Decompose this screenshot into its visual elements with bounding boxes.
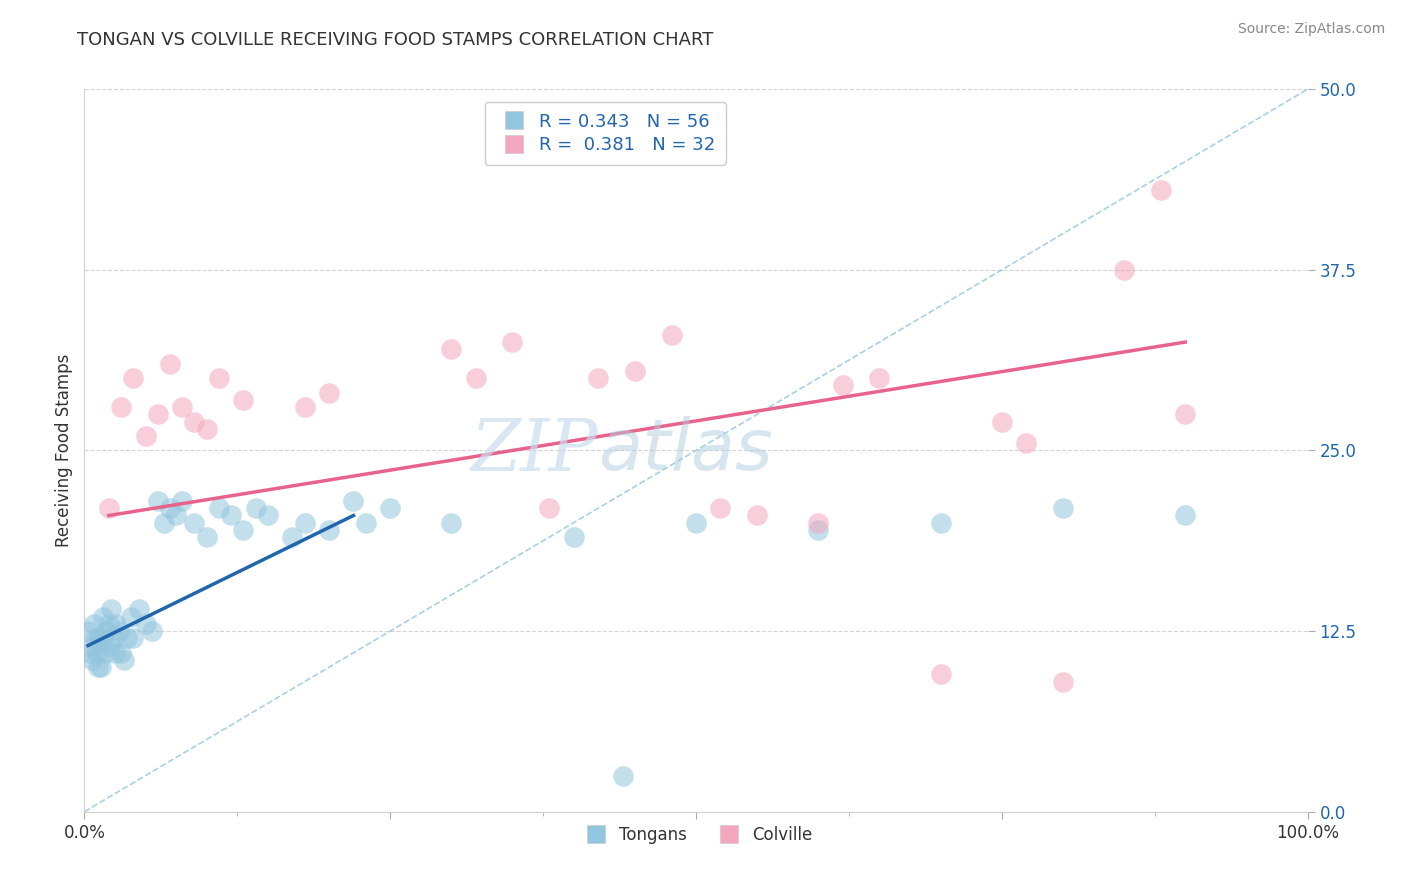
Point bbox=[612, 769, 634, 783]
Point bbox=[747, 508, 769, 523]
Point bbox=[208, 501, 231, 516]
Point bbox=[562, 530, 585, 544]
Point bbox=[94, 646, 117, 660]
Point bbox=[929, 516, 952, 530]
Point bbox=[807, 523, 830, 537]
Point bbox=[354, 516, 377, 530]
Point bbox=[440, 343, 463, 357]
Point bbox=[685, 516, 707, 530]
Point bbox=[1114, 262, 1136, 277]
Text: TONGAN VS COLVILLE RECEIVING FOOD STAMPS CORRELATION CHART: TONGAN VS COLVILLE RECEIVING FOOD STAMPS… bbox=[77, 31, 714, 49]
Point bbox=[120, 609, 142, 624]
Point bbox=[195, 422, 218, 436]
Point bbox=[77, 624, 100, 639]
Point bbox=[153, 516, 176, 530]
Point bbox=[538, 501, 561, 516]
Point bbox=[96, 624, 118, 639]
Point bbox=[232, 392, 254, 407]
Point bbox=[79, 646, 101, 660]
Point bbox=[141, 624, 163, 639]
Text: ZIP: ZIP bbox=[471, 415, 598, 486]
Point bbox=[91, 609, 114, 624]
Point bbox=[98, 639, 121, 653]
Legend: Tongans, Colville: Tongans, Colville bbox=[572, 819, 820, 850]
Point bbox=[195, 530, 218, 544]
Text: atlas: atlas bbox=[598, 416, 773, 485]
Point bbox=[464, 371, 486, 385]
Point bbox=[219, 508, 242, 523]
Point bbox=[318, 523, 340, 537]
Point bbox=[232, 523, 254, 537]
Y-axis label: Receiving Food Stamps: Receiving Food Stamps bbox=[55, 354, 73, 547]
Point bbox=[110, 400, 132, 414]
Point bbox=[159, 357, 181, 371]
Point bbox=[122, 371, 145, 385]
Point bbox=[97, 616, 120, 631]
Point bbox=[929, 667, 952, 681]
Point bbox=[1150, 183, 1173, 197]
Point bbox=[342, 494, 364, 508]
Point bbox=[87, 632, 110, 646]
Point bbox=[172, 494, 194, 508]
Point bbox=[159, 501, 181, 516]
Point bbox=[624, 364, 647, 378]
Point bbox=[294, 516, 316, 530]
Point bbox=[104, 646, 127, 660]
Point bbox=[128, 602, 150, 616]
Point bbox=[1052, 501, 1074, 516]
Point bbox=[84, 632, 107, 646]
Point bbox=[502, 334, 524, 349]
Point bbox=[661, 327, 683, 342]
Point bbox=[90, 660, 112, 674]
Point bbox=[709, 501, 731, 516]
Point bbox=[586, 371, 609, 385]
Point bbox=[146, 407, 169, 421]
Point bbox=[294, 400, 316, 414]
Point bbox=[83, 616, 105, 631]
Point bbox=[1174, 508, 1197, 523]
Point bbox=[440, 516, 463, 530]
Point bbox=[245, 501, 267, 516]
Point bbox=[831, 378, 853, 392]
Point bbox=[1052, 674, 1074, 689]
Point bbox=[100, 602, 122, 616]
Point bbox=[135, 616, 157, 631]
Point bbox=[1015, 436, 1038, 450]
Point bbox=[183, 415, 205, 429]
Point bbox=[97, 501, 120, 516]
Point bbox=[82, 639, 104, 653]
Point bbox=[146, 494, 169, 508]
Point bbox=[318, 385, 340, 400]
Point bbox=[208, 371, 231, 385]
Point bbox=[115, 632, 138, 646]
Point bbox=[183, 516, 205, 530]
Point bbox=[807, 516, 830, 530]
Point bbox=[135, 429, 157, 443]
Point bbox=[103, 632, 125, 646]
Point bbox=[89, 639, 111, 653]
Point bbox=[110, 646, 132, 660]
Text: Source: ZipAtlas.com: Source: ZipAtlas.com bbox=[1237, 22, 1385, 37]
Point bbox=[105, 616, 128, 631]
Point bbox=[1174, 407, 1197, 421]
Point bbox=[122, 632, 145, 646]
Point bbox=[86, 646, 108, 660]
Point bbox=[991, 415, 1014, 429]
Point bbox=[80, 653, 103, 667]
Point bbox=[380, 501, 402, 516]
Point bbox=[112, 653, 135, 667]
Point bbox=[165, 508, 187, 523]
Point bbox=[257, 508, 280, 523]
Point bbox=[281, 530, 304, 544]
Point bbox=[172, 400, 194, 414]
Point bbox=[107, 624, 129, 639]
Point bbox=[93, 632, 115, 646]
Point bbox=[869, 371, 891, 385]
Point bbox=[87, 660, 110, 674]
